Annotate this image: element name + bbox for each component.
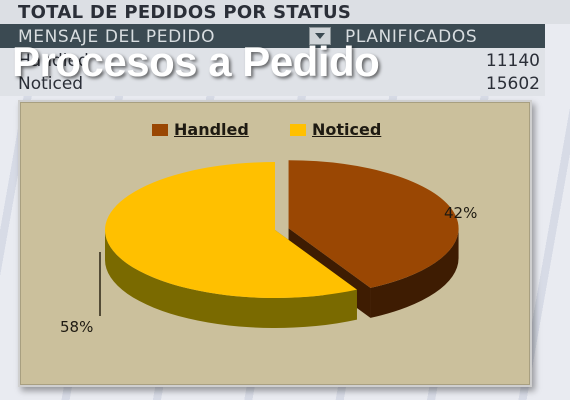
- pivot-column-header: [0, 24, 545, 48]
- slide-title: Procesos a Pedido: [12, 38, 380, 85]
- legend-swatch-noticed: [290, 123, 306, 136]
- row-value-handled: 11140: [485, 51, 540, 71]
- data-label-noticed: 58%: [60, 318, 94, 336]
- legend-label-handled: Handled: [174, 120, 249, 139]
- pivot-body: [0, 48, 545, 96]
- legend-item-handled: Handled: [152, 120, 249, 139]
- column-header-mensaje: MENSAJE DEL PEDIDO: [18, 27, 216, 47]
- filter-dropdown-button[interactable]: [309, 27, 331, 45]
- legend-label-noticed: Noticed: [312, 120, 382, 139]
- row-label-handled: Handled: [18, 51, 89, 71]
- legend-swatch-handled: [152, 123, 168, 136]
- pivot-title-bar: [0, 0, 570, 24]
- data-label-handled: 42%: [444, 204, 478, 222]
- chevron-down-icon: [315, 33, 325, 39]
- row-label-noticed: Noticed: [18, 74, 84, 94]
- pie-slice-noticed: [105, 162, 357, 328]
- pie-chart-panel: Handled Noticed 42% 58%: [18, 100, 532, 387]
- column-header-planificados: PLANIFICADOS: [345, 27, 478, 47]
- row-value-noticed: 15602: [485, 74, 540, 94]
- legend-item-noticed: Noticed: [290, 120, 381, 139]
- pie-chart: [99, 160, 459, 328]
- pivot-title: TOTAL DE PEDIDOS POR STATUS: [18, 2, 352, 23]
